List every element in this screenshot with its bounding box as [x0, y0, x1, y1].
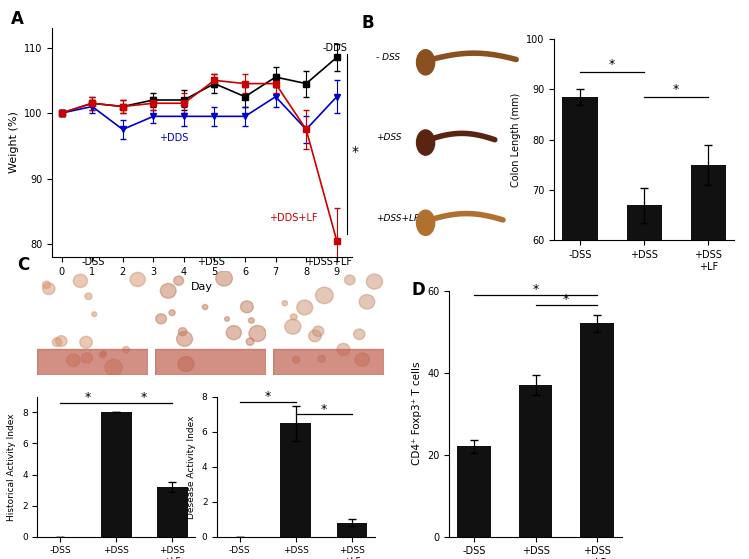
Circle shape	[360, 295, 374, 309]
Circle shape	[73, 274, 88, 287]
Circle shape	[55, 336, 67, 347]
Text: +DDS: +DDS	[160, 132, 189, 143]
Text: *: *	[609, 58, 615, 71]
Text: A: A	[10, 10, 23, 27]
Bar	[100, 413, 132, 537]
Circle shape	[174, 276, 184, 285]
Circle shape	[240, 301, 253, 313]
Text: D: D	[411, 281, 425, 299]
Circle shape	[177, 331, 192, 347]
Y-axis label: CD4⁺ Foxp3⁺ T cells: CD4⁺ Foxp3⁺ T cells	[412, 362, 422, 466]
Text: -DSS: -DSS	[81, 257, 105, 267]
Bar	[691, 165, 726, 542]
Circle shape	[297, 300, 312, 315]
Circle shape	[318, 356, 325, 362]
Circle shape	[337, 343, 350, 356]
Circle shape	[226, 325, 241, 340]
Circle shape	[355, 353, 369, 366]
Text: *: *	[352, 145, 359, 159]
Circle shape	[156, 314, 166, 324]
Circle shape	[225, 317, 229, 321]
Text: *: *	[673, 83, 679, 96]
Circle shape	[345, 275, 355, 285]
Circle shape	[293, 356, 300, 363]
Text: *: *	[563, 293, 569, 306]
Bar	[562, 97, 598, 542]
Circle shape	[366, 274, 383, 289]
Bar	[280, 423, 312, 537]
Circle shape	[80, 337, 92, 348]
Circle shape	[92, 312, 97, 316]
Bar	[336, 523, 367, 537]
Circle shape	[291, 314, 297, 320]
Text: B: B	[361, 14, 374, 32]
Circle shape	[105, 359, 122, 376]
Circle shape	[52, 338, 61, 347]
Circle shape	[101, 351, 106, 356]
Bar	[273, 349, 384, 375]
Circle shape	[100, 352, 106, 358]
Bar	[626, 205, 662, 542]
Text: +DSS+LF: +DSS+LF	[306, 257, 352, 267]
Bar	[457, 447, 491, 537]
Y-axis label: Desease Activity Index: Desease Activity Index	[187, 415, 196, 519]
Text: -DDS: -DDS	[323, 43, 348, 53]
Circle shape	[216, 271, 232, 286]
Text: *: *	[141, 391, 148, 404]
Circle shape	[67, 354, 80, 367]
Text: +DDS+LF: +DDS+LF	[270, 213, 318, 223]
Bar	[37, 349, 148, 375]
Bar	[157, 487, 187, 537]
Circle shape	[85, 293, 92, 300]
Circle shape	[285, 319, 301, 334]
Text: +DSS+LF: +DSS+LF	[376, 214, 419, 222]
Circle shape	[43, 281, 50, 288]
Text: *: *	[85, 391, 91, 404]
Text: *: *	[533, 283, 539, 296]
Circle shape	[416, 130, 434, 155]
Circle shape	[178, 328, 187, 336]
Circle shape	[43, 283, 55, 295]
Circle shape	[354, 329, 365, 339]
Text: +DSS: +DSS	[196, 257, 225, 267]
Circle shape	[249, 318, 255, 323]
Y-axis label: Historical Activity Index: Historical Activity Index	[7, 413, 16, 520]
Circle shape	[169, 310, 175, 316]
Circle shape	[160, 283, 176, 298]
Bar	[518, 385, 553, 537]
Circle shape	[202, 305, 207, 310]
Circle shape	[246, 338, 254, 345]
Text: +DSS: +DSS	[376, 134, 401, 143]
Circle shape	[178, 357, 194, 372]
Bar	[155, 349, 266, 375]
Bar	[580, 324, 614, 537]
Text: *: *	[321, 402, 327, 415]
Circle shape	[416, 210, 434, 235]
Text: *: *	[264, 390, 271, 404]
Y-axis label: Weight (%): Weight (%)	[9, 112, 19, 173]
X-axis label: Day: Day	[191, 282, 213, 292]
Circle shape	[282, 301, 288, 306]
Text: - DSS: - DSS	[376, 53, 400, 62]
Circle shape	[309, 330, 321, 342]
Y-axis label: Colon Length (mm): Colon Length (mm)	[511, 93, 521, 187]
Circle shape	[82, 353, 92, 363]
Circle shape	[315, 287, 333, 304]
Circle shape	[249, 325, 266, 342]
Circle shape	[416, 50, 434, 75]
Text: C: C	[17, 255, 30, 273]
Circle shape	[312, 326, 324, 337]
Circle shape	[123, 347, 130, 353]
Circle shape	[130, 272, 145, 287]
